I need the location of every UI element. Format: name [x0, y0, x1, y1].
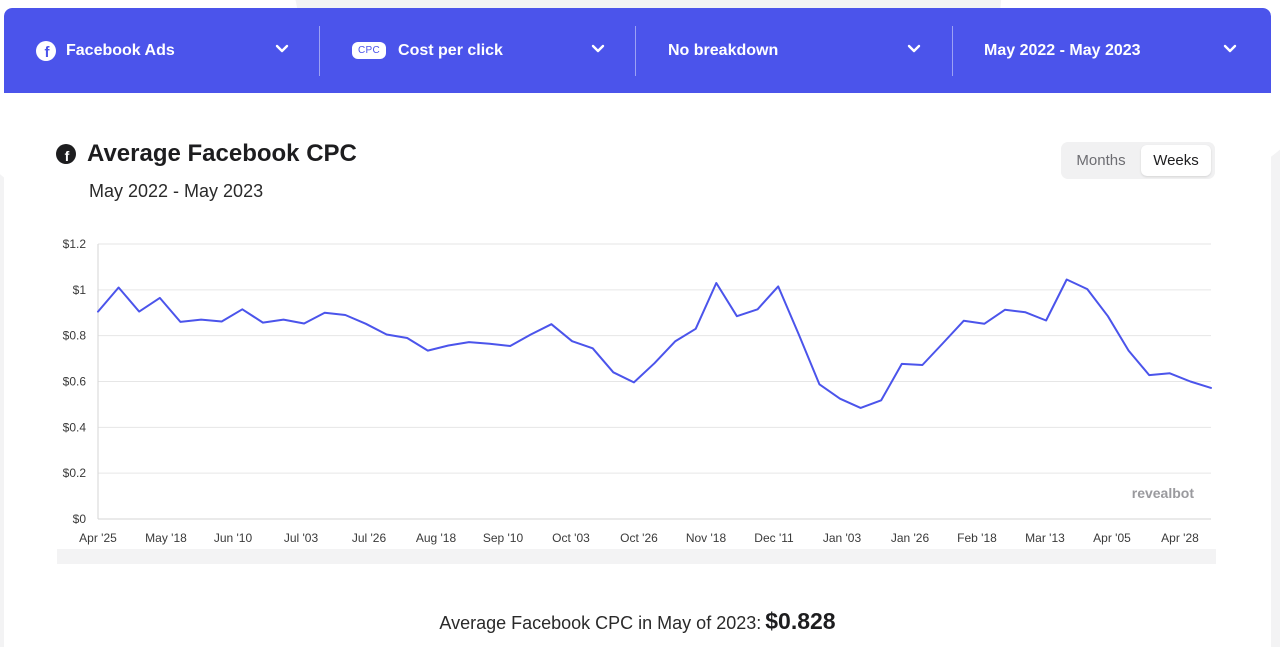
date-range-select-label: May 2022 - May 2023	[984, 41, 1141, 59]
toolbar-divider	[952, 26, 953, 76]
x-tick-label: May '18	[145, 531, 187, 545]
y-tick-label: $0.6	[63, 375, 87, 389]
breakdown-select-label: No breakdown	[668, 41, 779, 59]
granularity-toggle: Months Weeks	[1061, 142, 1215, 179]
chevron-down-icon[interactable]	[591, 44, 605, 54]
toolbar-divider	[319, 26, 320, 76]
x-tick-label: Jul '03	[284, 531, 319, 545]
x-tick-label: Jan '26	[891, 531, 930, 545]
y-tick-label: $1.2	[63, 237, 87, 251]
x-axis-strip	[57, 549, 1216, 564]
x-tick-label: Nov '18	[686, 531, 727, 545]
x-tick-label: Oct '03	[552, 531, 590, 545]
x-tick-label: Apr '25	[79, 531, 117, 545]
toolbar-divider	[635, 26, 636, 76]
x-tick-label: Apr '05	[1093, 531, 1131, 545]
y-tick-label: $0.2	[63, 466, 87, 480]
chevron-down-icon[interactable]	[1223, 44, 1237, 54]
metric-select-label: Cost per click	[398, 41, 503, 59]
x-tick-label: Oct '26	[620, 531, 658, 545]
x-tick-label: Dec '11	[754, 531, 794, 545]
x-tick-label: Apr '28	[1161, 531, 1199, 545]
x-tick-label: Jun '10	[214, 531, 253, 545]
chevron-down-icon[interactable]	[907, 44, 921, 54]
line-chart: $0 $0.2 $0.4 $0.6 $0.8 $1 $1.2 Apr '25 May '18 J…	[63, 237, 1212, 545]
y-tick-label: $0	[73, 512, 87, 526]
x-tick-label: Mar '13	[1025, 531, 1065, 545]
chevron-down-icon[interactable]	[275, 44, 289, 54]
revealbot-watermark: revealbot	[1132, 485, 1195, 501]
x-axis-labels: Apr '25 May '18 Jun '10 Jul '03 Jul '26 Aug '…	[79, 531, 1199, 545]
source-select[interactable]: f Facebook Ads	[36, 8, 298, 93]
summary-footer: Average Facebook CPC in May of 2023: $0.8…	[4, 608, 1271, 635]
breakdown-select[interactable]: No breakdown	[668, 8, 928, 93]
x-tick-label: Feb '18	[957, 531, 997, 545]
x-tick-label: Aug '18	[416, 531, 457, 545]
summary-value: $0.828	[765, 608, 836, 634]
source-select-label: Facebook Ads	[66, 41, 175, 59]
x-tick-label: Jan '03	[823, 531, 862, 545]
grid-layer	[97, 243, 1211, 520]
cpc-badge: CPC	[352, 42, 387, 59]
metric-select[interactable]: CPC Cost per click	[352, 8, 612, 93]
date-range-select[interactable]: May 2022 - May 2023	[984, 8, 1244, 93]
series-line	[97, 278, 1212, 409]
chart-title: Average Facebook CPC	[87, 140, 357, 167]
filter-toolbar: f Facebook Ads CPC Cost per click No bre…	[4, 8, 1271, 93]
summary-text: Average Facebook CPC in May of 2023:	[439, 613, 762, 633]
y-tick-label: $0.4	[63, 420, 87, 434]
facebook-icon: f	[36, 40, 56, 61]
months-option[interactable]: Months	[1076, 152, 1126, 169]
chart-header: f Average Facebook CPC	[56, 140, 357, 168]
chart-subtitle: May 2022 - May 2023	[89, 181, 264, 201]
facebook-icon: f	[56, 144, 76, 164]
weeks-option[interactable]: Weeks	[1141, 145, 1211, 176]
x-tick-label: Jul '26	[352, 531, 387, 545]
y-tick-label: $0.8	[63, 329, 87, 343]
chart-card: f Facebook Ads CPC Cost per click No bre…	[4, 8, 1271, 647]
y-axis-labels: $0 $0.2 $0.4 $0.6 $0.8 $1 $1.2	[63, 237, 87, 526]
y-tick-label: $1	[73, 283, 87, 297]
x-tick-label: Sep '10	[483, 531, 524, 545]
